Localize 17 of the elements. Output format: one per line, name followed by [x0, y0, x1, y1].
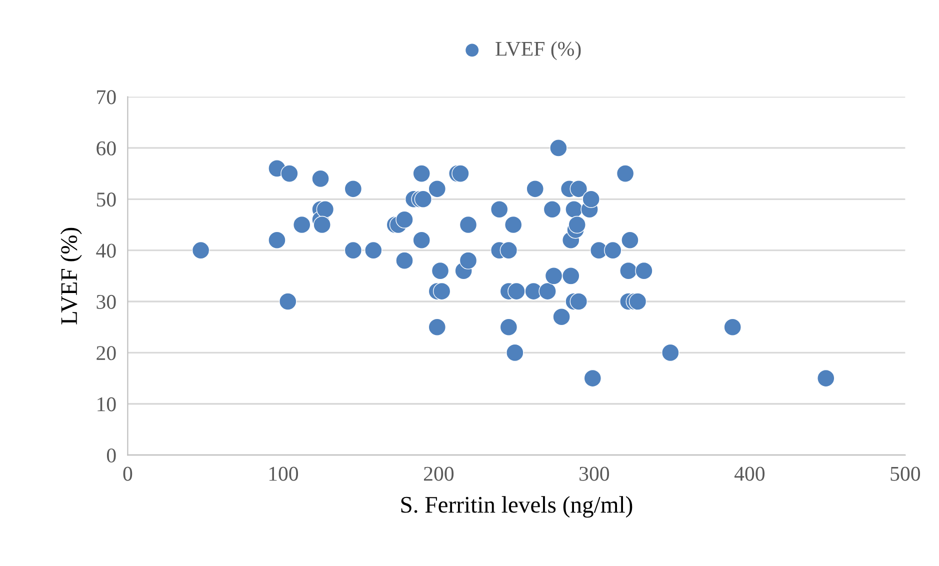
y-tick-label: 50	[96, 192, 116, 207]
x-axis-title: S. Ferritin levels (ng/ml)	[401, 496, 632, 518]
x-tick-label: 500	[890, 466, 920, 481]
y-tick-label: 40	[96, 244, 116, 258]
y-tick-label: 60	[96, 141, 116, 156]
x-tick-label: 200	[424, 466, 454, 481]
y-tick-label: 30	[96, 294, 116, 309]
x-tick-label: 400	[734, 466, 765, 481]
x-tick-label: 300	[580, 466, 610, 481]
y-tick-label: 70	[97, 90, 116, 104]
x-tick-label: 100	[269, 466, 298, 481]
y-tick-label: 20	[96, 346, 116, 360]
y-tick-label: 10	[98, 397, 116, 412]
x-tick-label: 0	[123, 466, 132, 481]
y-tick-label: 0	[106, 448, 116, 462]
y-axis-title: LVEF (%)	[60, 228, 82, 324]
legend-label: LVEF (%)	[496, 41, 581, 60]
